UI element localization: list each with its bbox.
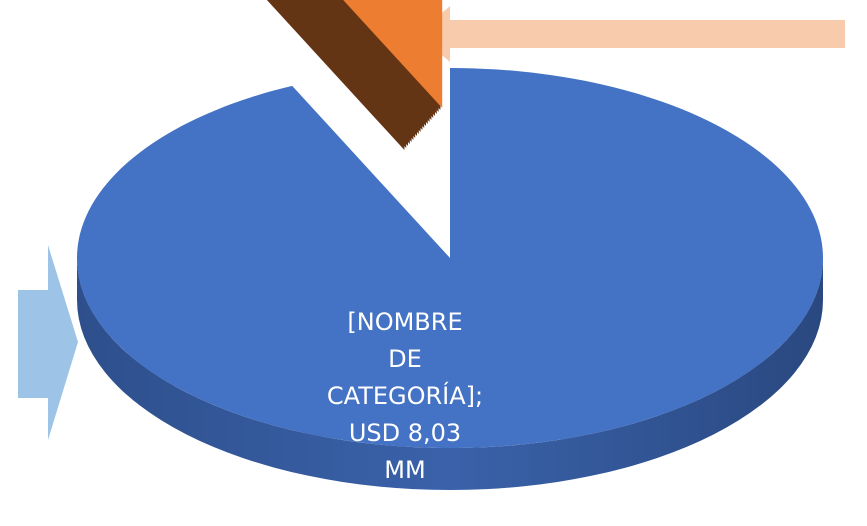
pie: [76, 0, 824, 490]
pie-slice: [76, 68, 824, 448]
arrow-left: [417, 6, 845, 62]
pie-slice: [343, 0, 443, 108]
pie-side: [77, 258, 823, 490]
arrow-right: [18, 245, 78, 440]
data-label: [NOMBRE DE CATEGORÍA]; USD 8,03 MM: [327, 308, 483, 484]
